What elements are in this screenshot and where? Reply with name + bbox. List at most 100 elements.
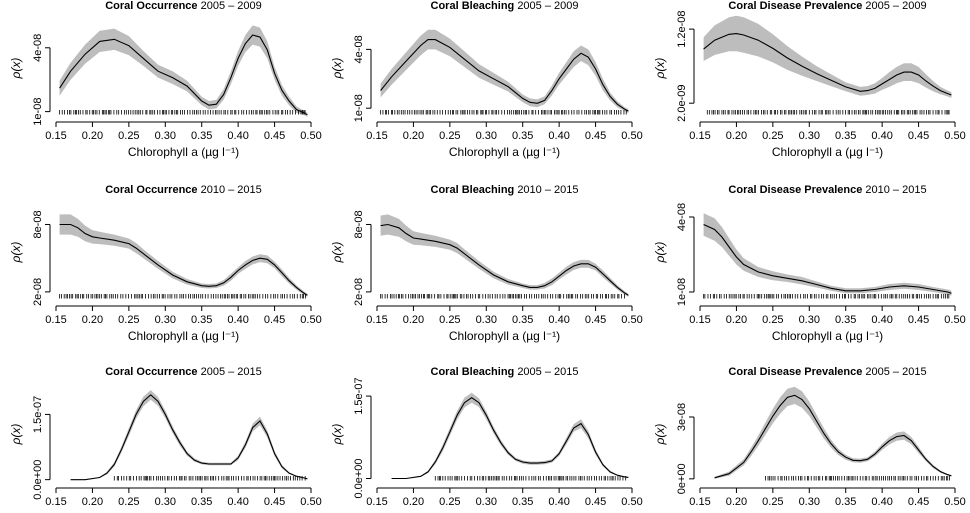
- x-tick-label: 0.50: [944, 496, 965, 508]
- y-tick-label: 0e+00: [676, 463, 688, 494]
- confidence-band: [380, 29, 629, 114]
- x-tick-label: 0.30: [476, 130, 497, 142]
- x-tick-label: 0.50: [300, 496, 321, 508]
- x-tick-label: 0.20: [726, 130, 747, 142]
- x-tick-label: 0.45: [585, 130, 606, 142]
- panel-title-name: Coral Bleaching: [431, 366, 518, 378]
- x-tick-label: 0.35: [512, 130, 533, 142]
- panel-p6: Coral Disease Prevalence 2010 – 2015 0.15…: [653, 184, 966, 343]
- y-axis-label: ρ(x): [653, 424, 667, 446]
- panel-title-period: 2005 – 2015: [201, 366, 262, 378]
- panel-title: Coral Occurrence 2005 – 2015: [105, 366, 262, 378]
- panel-title-name: Coral Disease Prevalence: [728, 0, 865, 12]
- x-tick-label: 0.25: [439, 496, 460, 508]
- x-tick-label: 0.30: [155, 130, 176, 142]
- x-tick-label: 0.20: [726, 314, 747, 326]
- y-tick-label: 1.2e-08: [676, 10, 688, 47]
- x-tick-label: 0.45: [585, 314, 606, 326]
- panel-title-name: Coral Occurrence: [105, 184, 200, 196]
- x-tick-label: 0.25: [439, 130, 460, 142]
- x-axis-label: Chlorophyll a (µg l⁻¹): [449, 511, 560, 513]
- y-axis-label: ρ(x): [653, 58, 667, 80]
- x-tick-label: 0.25: [762, 496, 783, 508]
- density-line: [714, 394, 952, 479]
- rug-plot: [59, 110, 306, 115]
- confidence-band: [380, 214, 629, 297]
- panel-title: Coral Bleaching 2010 – 2015: [431, 184, 579, 196]
- x-tick-label: 0.45: [585, 496, 606, 508]
- panel-p4: Coral Occurrence 2010 – 2015 0.15 0.20 0.25…: [9, 184, 322, 343]
- y-tick-label: 2.0e-09: [676, 85, 688, 122]
- y-tick-label: 1.5e-07: [32, 396, 44, 433]
- y-axis-label: ρ(x): [9, 242, 23, 264]
- x-tick-label: 0.25: [118, 314, 139, 326]
- y-axis-label: ρ(x): [653, 242, 667, 264]
- x-tick-label: 0.15: [366, 496, 387, 508]
- panel-title-name: Coral Occurrence: [105, 366, 200, 378]
- y-tick-label: 1e-08: [32, 98, 44, 126]
- panel-title-period: 2005 – 2015: [865, 366, 926, 378]
- panel-title: Coral Disease Prevalence 2010 – 2015: [728, 184, 926, 196]
- confidence-band: [70, 390, 308, 480]
- density-line: [59, 34, 308, 116]
- x-axis-label: Chlorophyll a (µg l⁻¹): [128, 511, 239, 513]
- x-tick-label: 0.25: [762, 314, 783, 326]
- x-tick-label: 0.50: [621, 496, 642, 508]
- y-tick-label: 1.5e-07: [353, 377, 365, 414]
- panel-title-period: 2010 – 2015: [865, 184, 926, 196]
- x-tick-label: 0.40: [548, 314, 569, 326]
- panel-title-period: 2005 – 2009: [201, 0, 262, 12]
- x-tick-label: 0.30: [155, 496, 176, 508]
- panel-title-name: Coral Bleaching: [431, 184, 518, 196]
- density-line: [70, 394, 308, 481]
- x-tick-label: 0.50: [944, 314, 965, 326]
- confidence-band: [714, 386, 952, 479]
- x-tick-label: 0.35: [191, 314, 212, 326]
- x-tick-label: 0.15: [366, 314, 387, 326]
- y-axis-label: ρ(x): [9, 424, 23, 446]
- x-tick-label: 0.40: [871, 130, 892, 142]
- panel-title: Coral Disease Prevalence 2005 – 2009: [728, 0, 926, 12]
- x-tick-label: 0.35: [512, 314, 533, 326]
- x-tick-label: 0.20: [726, 496, 747, 508]
- x-tick-label: 0.45: [264, 130, 285, 142]
- x-tick-label: 0.45: [264, 314, 285, 326]
- panel-title-name: Coral Disease Prevalence: [728, 366, 865, 378]
- density-line: [703, 33, 952, 96]
- confidence-band: [59, 25, 308, 117]
- rug-plot: [703, 294, 950, 299]
- x-tick-label: 0.45: [908, 130, 929, 142]
- x-axis-label: Chlorophyll a (µg l⁻¹): [772, 511, 883, 513]
- x-tick-label: 0.15: [45, 130, 66, 142]
- x-axis-label: Chlorophyll a (µg l⁻¹): [128, 329, 239, 343]
- y-tick-label: 0.0e+00: [353, 458, 365, 498]
- panel-title-name: Coral Occurrence: [105, 0, 200, 12]
- x-tick-label: 0.35: [512, 496, 533, 508]
- panel-title: Coral Bleaching 2005 – 2015: [431, 366, 579, 378]
- x-tick-label: 0.15: [689, 130, 710, 142]
- confidence-band: [59, 214, 308, 297]
- x-tick-label: 0.45: [908, 496, 929, 508]
- density-line: [380, 223, 629, 296]
- y-tick-label: 2e-08: [353, 278, 365, 306]
- x-tick-label: 0.25: [762, 130, 783, 142]
- panel-p1: Coral Occurrence 2005 – 2009 0.15 0.20 0.25…: [9, 0, 322, 159]
- density-line: [391, 397, 629, 480]
- x-axis-label: Chlorophyll a (µg l⁻¹): [772, 329, 883, 343]
- panel-title: Coral Disease Prevalence 2005 – 2015: [728, 366, 926, 378]
- x-tick-label: 0.30: [799, 130, 820, 142]
- x-tick-label: 0.40: [227, 314, 248, 326]
- x-tick-label: 0.15: [366, 130, 387, 142]
- x-axis-label: Chlorophyll a (µg l⁻¹): [449, 329, 560, 343]
- x-tick-label: 0.50: [300, 130, 321, 142]
- x-tick-label: 0.40: [871, 314, 892, 326]
- rug-plot: [380, 110, 627, 115]
- x-tick-label: 0.50: [944, 130, 965, 142]
- confidence-band: [703, 213, 952, 296]
- x-tick-label: 0.35: [191, 130, 212, 142]
- x-tick-label: 0.20: [82, 130, 103, 142]
- panel-title-period: 2010 – 2015: [201, 184, 262, 196]
- y-tick-label: 8e-08: [353, 210, 365, 238]
- x-tick-label: 0.20: [403, 130, 424, 142]
- y-tick-label: 0.0e+00: [32, 460, 44, 500]
